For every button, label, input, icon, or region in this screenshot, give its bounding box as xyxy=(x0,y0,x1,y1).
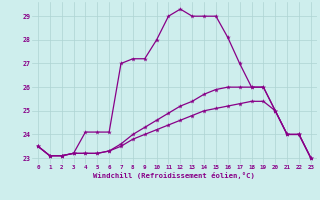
X-axis label: Windchill (Refroidissement éolien,°C): Windchill (Refroidissement éolien,°C) xyxy=(93,172,255,179)
